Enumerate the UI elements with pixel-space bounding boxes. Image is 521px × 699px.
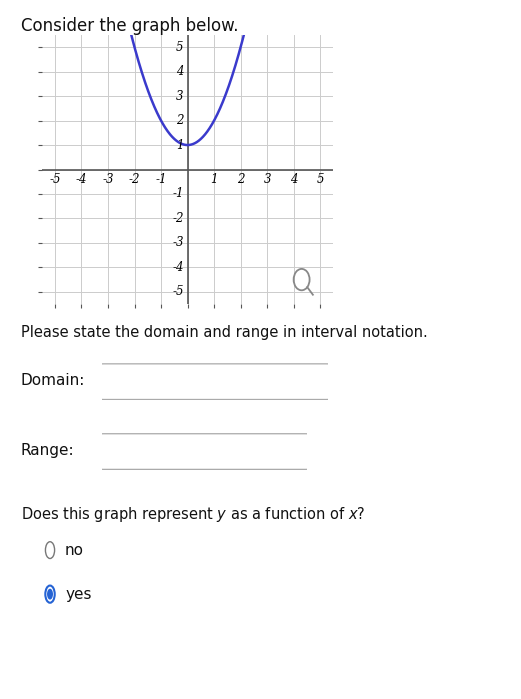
Text: Domain:: Domain:: [21, 373, 85, 389]
Text: Does this graph represent $y$ as a function of $x$?: Does this graph represent $y$ as a funct…: [21, 505, 365, 524]
Text: 4: 4: [176, 65, 183, 78]
Circle shape: [47, 589, 53, 600]
Circle shape: [45, 542, 55, 559]
Text: -3: -3: [172, 236, 183, 250]
Circle shape: [45, 586, 55, 603]
Text: 5: 5: [316, 173, 324, 186]
Text: -1: -1: [172, 187, 183, 201]
Text: 1: 1: [176, 138, 183, 152]
Text: yes: yes: [65, 586, 92, 602]
Text: -4: -4: [172, 261, 183, 274]
Text: 1: 1: [210, 173, 218, 186]
Text: 2: 2: [237, 173, 244, 186]
FancyBboxPatch shape: [95, 434, 314, 469]
Text: 4: 4: [290, 173, 297, 186]
Text: -4: -4: [76, 173, 87, 186]
Text: 3: 3: [176, 89, 183, 103]
Text: -5: -5: [49, 173, 60, 186]
Text: no: no: [65, 542, 84, 558]
Text: Consider the graph below.: Consider the graph below.: [21, 17, 238, 36]
Text: -2: -2: [129, 173, 140, 186]
Text: 3: 3: [264, 173, 271, 186]
Text: Range:: Range:: [21, 443, 75, 459]
Text: Please state the domain and range in interval notation.: Please state the domain and range in int…: [21, 325, 428, 340]
Text: -2: -2: [172, 212, 183, 225]
Text: -1: -1: [155, 173, 167, 186]
Text: -5: -5: [172, 285, 183, 298]
Text: 5: 5: [176, 41, 183, 54]
FancyBboxPatch shape: [95, 364, 335, 399]
Text: -3: -3: [102, 173, 114, 186]
Text: 2: 2: [176, 114, 183, 127]
